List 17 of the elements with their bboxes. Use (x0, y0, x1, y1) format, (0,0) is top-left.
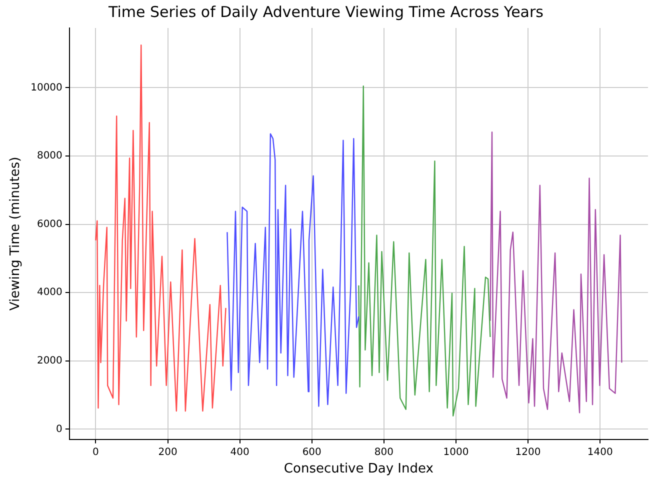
chart-title: Time Series of Daily Adventure Viewing Time Across Years (108, 2, 544, 21)
y-axis-title: Viewing Time (minutes) (8, 156, 24, 311)
x-tick-label: 800 (374, 446, 394, 458)
y-tick-label: 10000 (30, 82, 62, 94)
x-tick-label: 0 (92, 446, 99, 458)
y-tick-label: 2000 (36, 355, 62, 366)
y-tick-label: 8000 (36, 150, 62, 162)
x-tick-label: 1200 (515, 446, 541, 458)
y-tick-label: 0 (56, 424, 62, 435)
y-tick-label: 4000 (36, 287, 62, 298)
x-tick-label: 400 (230, 446, 250, 458)
x-tick-label: 1000 (443, 446, 469, 458)
x-tick-label: 600 (302, 446, 322, 458)
x-axis-title: Consecutive Day Index (284, 462, 434, 477)
x-tick-label: 200 (158, 446, 178, 458)
y-tick-label: 6000 (36, 218, 62, 230)
x-tick-label: 1400 (587, 446, 613, 458)
